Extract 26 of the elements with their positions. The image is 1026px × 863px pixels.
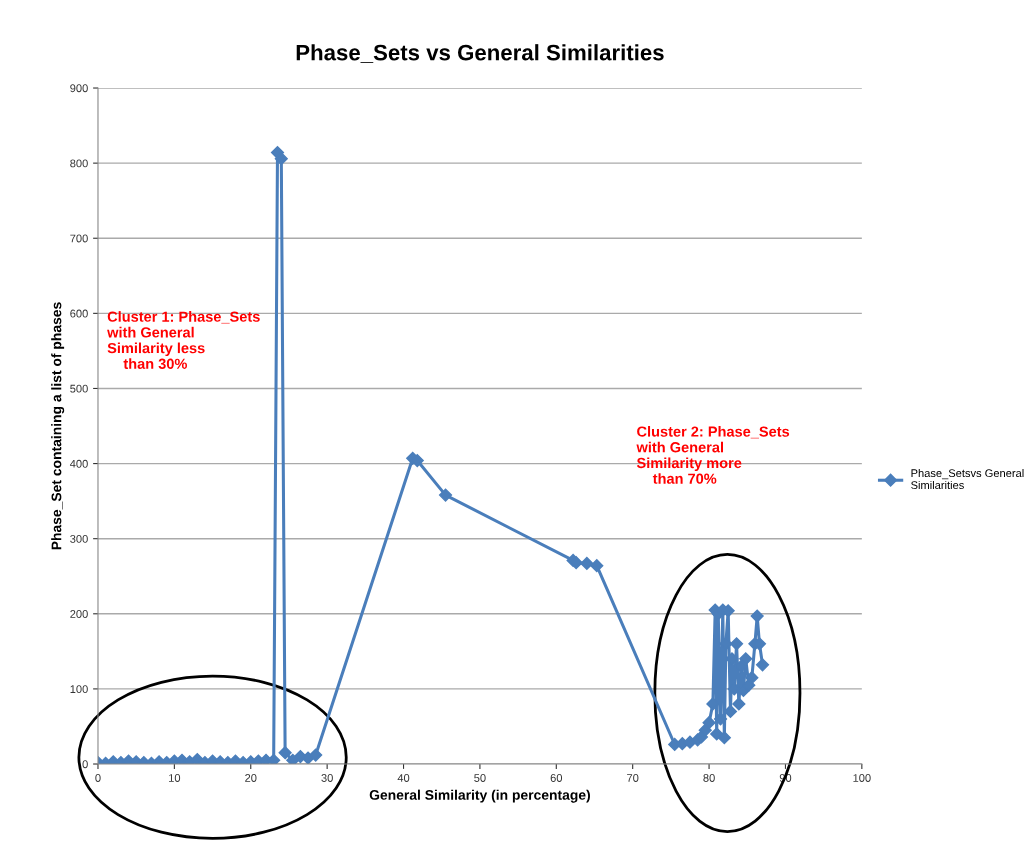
x-tick-label: 40 [397, 774, 410, 782]
chart-title: Phase_Sets vs General Similarities [296, 44, 664, 63]
annotation: Cluster 1: Phase_Sets with General Similarity less than 30% [107, 311, 260, 369]
legend-label: Phase_Setsvs General Similarities [911, 468, 1024, 490]
y-tick-label: 0 [82, 760, 88, 769]
y-tick-label: 600 [70, 309, 88, 318]
x-tick-label: 60 [550, 774, 563, 782]
y-tick-label: 400 [69, 459, 88, 468]
x-tick-label: 20 [245, 774, 257, 782]
y-axis-title: Phase_Set containing a list of phases [51, 302, 65, 550]
x-tick-label: 0 [95, 774, 101, 782]
y-tick-label: 100 [70, 685, 88, 694]
x-tick-label: 30 [321, 774, 333, 782]
x-tick-label: 80 [703, 774, 715, 782]
x-tick-label: 50 [474, 774, 486, 782]
y-tick-label: 300 [70, 534, 88, 543]
x-tick-label: 70 [627, 774, 639, 782]
annotation: Cluster 2: Phase_Sets with General Similarity more than 70% [636, 426, 790, 484]
x-axis-title: General Similarity (in percentage) [369, 789, 590, 803]
y-tick-label: 800 [70, 159, 88, 168]
x-tick-label: 100 [853, 774, 871, 782]
y-tick-label: 200 [70, 610, 88, 618]
y-tick-label: 500 [70, 384, 88, 393]
y-tick-label: 900 [70, 84, 88, 93]
y-tick-label: 700 [70, 234, 88, 243]
x-tick-label: 10 [169, 774, 181, 782]
